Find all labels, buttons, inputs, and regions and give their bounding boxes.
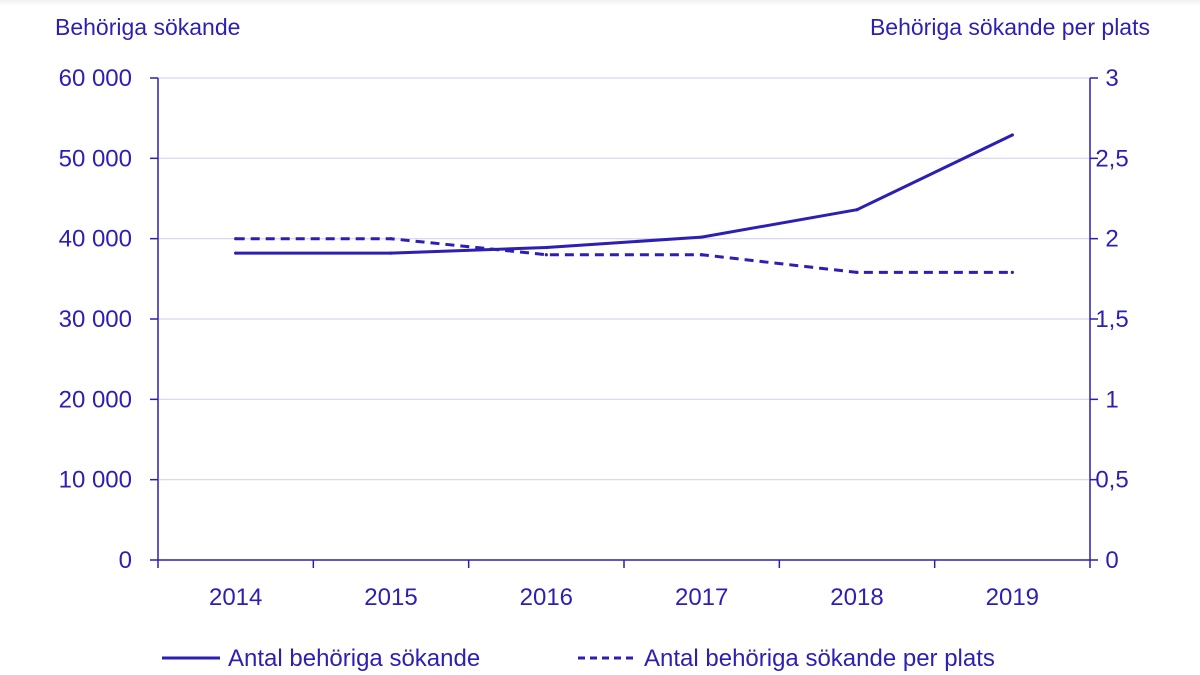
data-point-antal (700, 235, 704, 239)
legend: Antal behöriga sökande Antal behöriga sö… (162, 645, 995, 672)
series-line-antal (235, 133, 1013, 255)
y-right-tick-label: 1 (1105, 386, 1118, 413)
data-point-antal (234, 251, 238, 255)
label-layer: Behöriga sökande Behöriga sökande per pl… (55, 14, 1150, 40)
data-point-per-plats (234, 237, 238, 241)
y-left-tick-label: 40 000 (59, 226, 132, 253)
x-tick-label: 2016 (520, 584, 573, 611)
data-point-per-plats (855, 270, 859, 275)
data-point-per-plats (389, 237, 393, 241)
y-right-tick-label: 1,5 (1095, 306, 1128, 333)
y-left-tick-label: 50 000 (59, 145, 132, 172)
x-tick-label: 2019 (986, 584, 1039, 611)
y-right-tick-label: 0,5 (1095, 467, 1128, 494)
x-tick-label: 2018 (830, 584, 883, 611)
data-point-antal (389, 251, 393, 255)
series-line-per-plats (235, 237, 1013, 274)
y-left-tick-label: 60 000 (59, 65, 132, 92)
y-right-tick-label: 0 (1105, 547, 1118, 574)
x-tick-label: 2017 (675, 584, 728, 611)
y-left-tick-label: 20 000 (59, 386, 132, 413)
data-point-antal (855, 208, 859, 212)
y-axis-left-title: Behöriga sökande (55, 14, 240, 40)
y-axis-right-title: Behöriga sökande per plats (870, 14, 1150, 40)
x-tick-label: 2014 (209, 584, 262, 611)
y-right-tick-label: 3 (1105, 65, 1118, 92)
grid-layer (158, 77, 1090, 481)
y-left-tick-label: 0 (119, 547, 132, 574)
y-left-tick-label: 10 000 (59, 467, 132, 494)
data-point-antal (1010, 133, 1014, 137)
data-point-per-plats (1010, 270, 1014, 275)
legend-label-antal: Antal behöriga sökande (228, 645, 480, 672)
y-right-tick-label: 2,5 (1095, 145, 1128, 172)
data-point-per-plats (700, 253, 704, 257)
legend-label-per-plats: Antal behöriga sökande per plats (644, 645, 995, 672)
data-point-per-plats (544, 253, 548, 257)
y-left-tick-label: 30 000 (59, 306, 132, 333)
data-point-antal (544, 245, 548, 250)
series-layer (234, 133, 1014, 275)
x-tick-label: 2015 (364, 584, 417, 611)
y-right-tick-label: 2 (1105, 226, 1118, 253)
axis-layer: 0 10 000 20 000 30 000 40 000 50 000 60 000 0 0,… (59, 65, 1129, 611)
